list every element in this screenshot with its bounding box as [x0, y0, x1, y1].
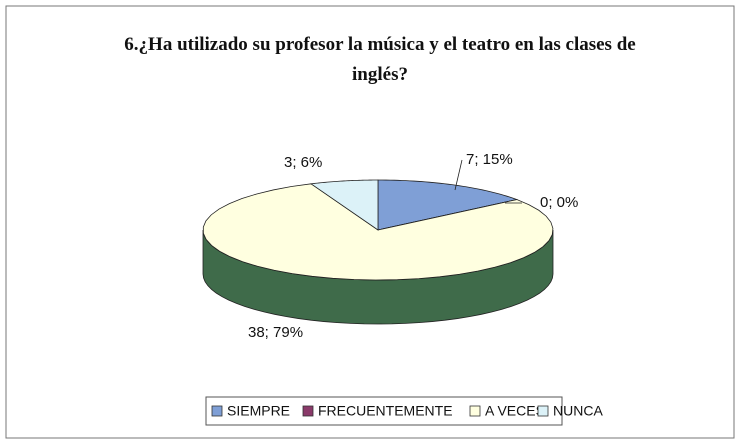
- data-label: 3; 6%: [284, 154, 322, 171]
- legend-label: SIEMPRE: [227, 403, 290, 419]
- legend-box: [205, 396, 563, 426]
- leader-line: [454, 159, 463, 191]
- legend-label: A VECES: [485, 403, 545, 419]
- data-label: 38; 79%: [248, 324, 303, 341]
- legend-label: FRECUENTEMENTE: [318, 403, 453, 419]
- pie-slice: [309, 179, 379, 231]
- legend-swatch: [211, 405, 223, 417]
- data-label: 7; 15%: [466, 151, 513, 168]
- chart-title: 6.¿Ha utilizado su profesor la música y …: [124, 34, 636, 85]
- legend-label: NUNCA: [553, 403, 603, 419]
- legend-swatch: [469, 405, 481, 417]
- pie-slice: [377, 179, 519, 231]
- data-label: 0; 0%: [540, 194, 578, 211]
- legend-swatch: [302, 405, 314, 417]
- pie-slice: [202, 183, 554, 281]
- legend-swatch: [537, 405, 549, 417]
